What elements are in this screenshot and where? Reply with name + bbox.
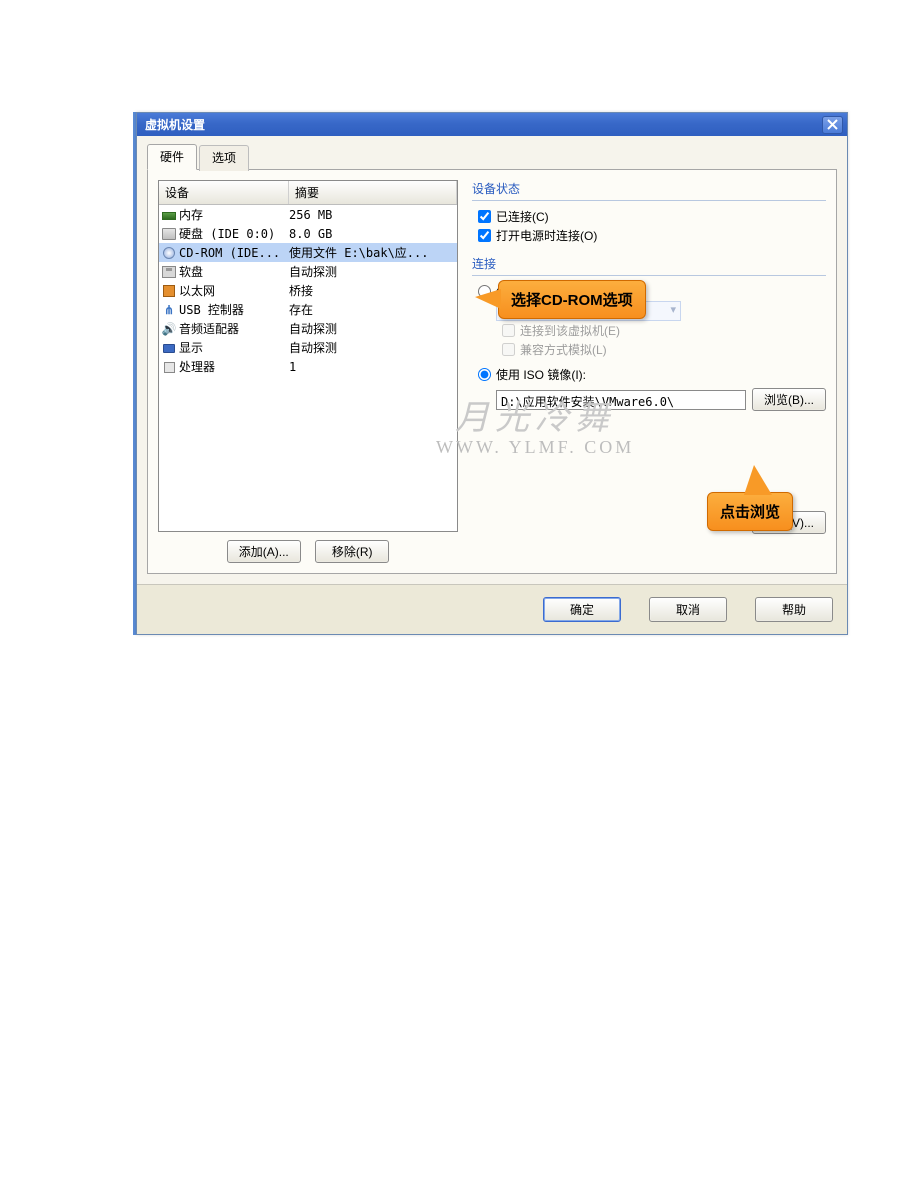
callout-arrow-icon [475, 289, 501, 309]
device-list[interactable]: 设备 摘要 内存256 MB硬盘 (IDE 0:0)8.0 GBCD-ROM (… [158, 180, 458, 532]
device-row[interactable]: 软盘自动探测 [159, 262, 457, 281]
device-summary: 1 [289, 360, 457, 374]
device-summary: 自动探测 [289, 339, 457, 356]
device-summary: 自动探测 [289, 263, 457, 280]
chk-exclusive-label: 连接到该虚拟机(E) [520, 322, 620, 339]
device-name: 内存 [179, 206, 289, 223]
callout-select-cdrom-text: 选择CD-ROM选项 [511, 292, 633, 309]
chk-exclusive: 连接到该虚拟机(E) [496, 321, 826, 340]
group-status: 设备状态 已连接(C) 打开电源时连接(O) [472, 180, 826, 245]
floppy-icon [162, 266, 176, 278]
callout-click-browse: 点击浏览 [707, 492, 793, 531]
device-row[interactable]: CD-ROM (IDE...使用文件 E:\bak\应... [159, 243, 457, 262]
device-name: USB 控制器 [179, 301, 289, 318]
device-summary: 存在 [289, 301, 457, 318]
group-connection-title: 连接 [472, 255, 826, 272]
help-button[interactable]: 帮助 [755, 597, 833, 622]
radio-iso[interactable]: 使用 ISO 镜像(I): [472, 365, 826, 384]
group-connection: 连接 使用物理驱动器(P): 连接到该虚拟机(E) [472, 255, 826, 411]
device-row[interactable]: 🔊音频适配器自动探测 [159, 319, 457, 338]
usb-icon: ⋔ [164, 303, 174, 317]
remove-device-button[interactable]: 移除(R) [315, 540, 389, 563]
cpu-icon [164, 362, 175, 373]
vm-settings-dialog: 虚拟机设置 硬件 选项 设备 摘要 [136, 112, 848, 635]
device-summary: 8.0 GB [289, 227, 457, 241]
chk-connect-poweron[interactable]: 打开电源时连接(O) [472, 226, 826, 245]
chk-connected-label: 已连接(C) [496, 208, 549, 225]
device-name: CD-ROM (IDE... [179, 246, 289, 260]
device-summary: 桥接 [289, 282, 457, 299]
callout-select-cdrom: 选择CD-ROM选项 [498, 280, 646, 319]
col-summary[interactable]: 摘要 [289, 181, 457, 204]
ok-button[interactable]: 确定 [543, 597, 621, 622]
cdrom-icon [163, 247, 175, 259]
hard-disk-icon [162, 228, 176, 240]
device-name: 音频适配器 [179, 320, 289, 337]
device-row[interactable]: 处理器1 [159, 357, 457, 376]
radio-iso-label: 使用 ISO 镜像(I): [496, 366, 586, 383]
close-icon [827, 119, 838, 130]
chk-legacy-input [502, 343, 515, 356]
device-name: 处理器 [179, 358, 289, 375]
document-page: 虚拟机设置 硬件 选项 设备 摘要 [133, 112, 848, 635]
device-summary: 自动探测 [289, 320, 457, 337]
tab-hardware[interactable]: 硬件 [147, 144, 197, 170]
callout-click-browse-text: 点击浏览 [720, 504, 780, 521]
chk-legacy-label: 兼容方式模拟(L) [520, 341, 607, 358]
chk-connect-poweron-label: 打开电源时连接(O) [496, 227, 597, 244]
window-title: 虚拟机设置 [141, 116, 822, 133]
device-name: 软盘 [179, 263, 289, 280]
chk-exclusive-input [502, 324, 515, 337]
browse-button[interactable]: 浏览(B)... [752, 388, 826, 411]
radio-iso-input[interactable] [478, 368, 491, 381]
sound-icon: 🔊 [162, 322, 177, 336]
col-device[interactable]: 设备 [159, 181, 289, 204]
chk-connected-input[interactable] [478, 210, 491, 223]
device-row[interactable]: ⋔ USB 控制器存在 [159, 300, 457, 319]
iso-path-field[interactable]: D:\应用软件安装\VMware6.0\ [496, 390, 746, 410]
device-name: 以太网 [179, 282, 289, 299]
chk-legacy: 兼容方式模拟(L) [496, 340, 826, 359]
device-name: 显示 [179, 339, 289, 356]
cancel-button[interactable]: 取消 [649, 597, 727, 622]
chk-connect-poweron-input[interactable] [478, 229, 491, 242]
close-button[interactable] [822, 116, 843, 134]
titlebar[interactable]: 虚拟机设置 [137, 113, 847, 136]
dialog-footer: 确定 取消 帮助 [137, 584, 847, 634]
device-row[interactable]: 硬盘 (IDE 0:0)8.0 GB [159, 224, 457, 243]
device-panel: 设备 摘要 内存256 MB硬盘 (IDE 0:0)8.0 GBCD-ROM (… [158, 180, 458, 563]
device-summary: 256 MB [289, 208, 457, 222]
device-row[interactable]: 以太网桥接 [159, 281, 457, 300]
device-name: 硬盘 (IDE 0:0) [179, 225, 289, 242]
device-summary: 使用文件 E:\bak\应... [289, 244, 457, 261]
memory-icon [162, 212, 176, 220]
device-list-header: 设备 摘要 [159, 181, 457, 205]
add-device-button[interactable]: 添加(A)... [227, 540, 301, 563]
callout-arrow-icon [744, 465, 772, 495]
device-row[interactable]: 显示自动探测 [159, 338, 457, 357]
tab-strip: 硬件 选项 [147, 144, 837, 170]
tab-options[interactable]: 选项 [199, 145, 249, 171]
ethernet-icon [163, 285, 175, 297]
display-icon [163, 344, 175, 353]
device-row[interactable]: 内存256 MB [159, 205, 457, 224]
chk-connected[interactable]: 已连接(C) [472, 207, 826, 226]
group-status-title: 设备状态 [472, 180, 826, 197]
